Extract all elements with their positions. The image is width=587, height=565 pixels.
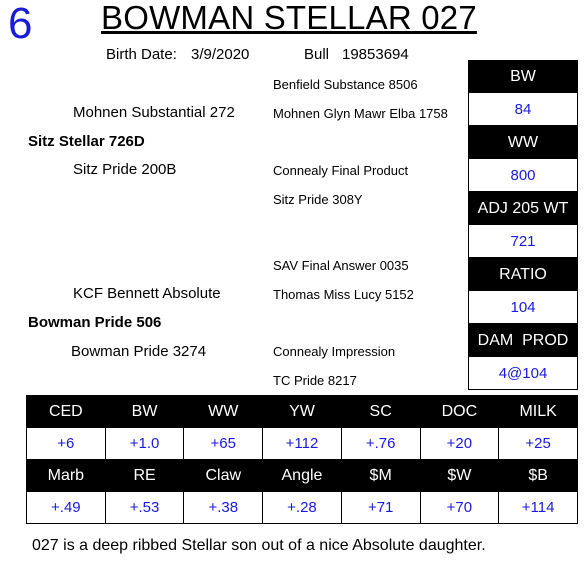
epd-value-ww: +65 xyxy=(183,427,264,460)
dam-dam-sire: Connealy Impression xyxy=(273,344,396,359)
epd-value-bw: +1.0 xyxy=(104,427,185,460)
epd-header-marb: Marb xyxy=(26,459,106,492)
sire: Sitz Stellar 726D xyxy=(28,133,145,150)
perf-label-ratio: RATIO xyxy=(468,258,578,291)
epd-header-re: RE xyxy=(104,459,185,492)
epd-value-ced: +6 xyxy=(26,427,106,460)
epd-header-ww: WW xyxy=(183,395,264,428)
epd-header-sc: SC xyxy=(340,395,421,428)
epd-value-sc: +.76 xyxy=(340,427,421,460)
sire-sire-dam: Mohnen Glyn Mawr Elba 1758 xyxy=(273,106,448,121)
epd-value-row-1: +6 +1.0 +65 +112 +.76 +20 +25 xyxy=(26,427,578,460)
performance-panel: BW 84 WW 800 ADJ 205 WT 721 RATIO 104 DA… xyxy=(468,60,578,390)
dam: Bowman Pride 506 xyxy=(28,314,162,331)
epd-header-milk: MILK xyxy=(498,395,578,428)
sire-dam: Sitz Pride 200B xyxy=(73,161,177,178)
epd-value-marb: +.49 xyxy=(26,491,106,524)
dam-dam: Bowman Pride 3274 xyxy=(71,343,207,360)
epd-value-re: +.53 xyxy=(104,491,185,524)
lot-number: 6 xyxy=(8,0,33,48)
epd-header-yw: YW xyxy=(262,395,342,428)
sire-dam-sire: Connealy Final Product xyxy=(273,163,409,178)
perf-label-bw: BW xyxy=(468,60,578,93)
perf-value-ww: 800 xyxy=(468,159,578,192)
epd-value-angle: +.28 xyxy=(262,491,342,524)
epd-value-b-index: +114 xyxy=(498,491,578,524)
dam-sire-dam: Thomas Miss Lucy 5152 xyxy=(273,287,414,302)
registration-number: 19853694 xyxy=(342,46,409,63)
epd-header-doc: DOC xyxy=(419,395,500,428)
lot-comment: 027 is a deep ribbed Stellar son out of … xyxy=(32,537,486,554)
epd-header-b-index: $B xyxy=(498,459,578,492)
sire-sire: Mohnen Substantial 272 xyxy=(73,104,235,121)
epd-value-m-index: +71 xyxy=(340,491,421,524)
epd-value-doc: +20 xyxy=(419,427,500,460)
perf-label-dam-prod: DAM PROD xyxy=(468,324,578,357)
perf-value-dam-prod: 4@104 xyxy=(468,357,578,390)
epd-header-row-2: Marb RE Claw Angle $M $W $B xyxy=(26,459,578,492)
epd-value-claw: +.38 xyxy=(183,491,264,524)
type-label: Bull xyxy=(304,46,330,63)
perf-label-adj205: ADJ 205 WT xyxy=(468,192,578,225)
epd-value-w-index: +70 xyxy=(419,491,500,524)
birth-date-label: Birth Date: xyxy=(106,46,177,63)
dam-sire: KCF Bennett Absolute xyxy=(73,285,221,302)
epd-value-yw: +112 xyxy=(262,427,342,460)
epd-value-milk: +25 xyxy=(498,427,578,460)
animal-name: BOWMAN STELLAR 027 xyxy=(101,0,477,36)
epd-value-row-2: +.49 +.53 +.38 +.28 +71 +70 +114 xyxy=(26,491,578,524)
epd-table: CED BW WW YW SC DOC MILK +6 +1.0 +65 +11… xyxy=(26,395,578,524)
epd-header-w-index: $W xyxy=(419,459,500,492)
perf-value-ratio: 104 xyxy=(468,291,578,324)
epd-header-claw: Claw xyxy=(183,459,264,492)
sire-sire-sire: Benfield Substance 8506 xyxy=(273,77,418,92)
epd-header-row-1: CED BW WW YW SC DOC MILK xyxy=(26,395,578,428)
dam-sire-sire: SAV Final Answer 0035 xyxy=(273,258,409,273)
perf-value-adj205: 721 xyxy=(468,225,578,258)
epd-header-m-index: $M xyxy=(340,459,421,492)
birth-date: 3/9/2020 xyxy=(191,46,250,63)
epd-header-ced: CED xyxy=(26,395,106,428)
dam-dam-dam: TC Pride 8217 xyxy=(273,373,357,388)
perf-label-ww: WW xyxy=(468,126,578,159)
sire-dam-dam: Sitz Pride 308Y xyxy=(273,192,363,207)
epd-header-angle: Angle xyxy=(262,459,342,492)
epd-header-bw: BW xyxy=(104,395,185,428)
perf-value-bw: 84 xyxy=(468,93,578,126)
